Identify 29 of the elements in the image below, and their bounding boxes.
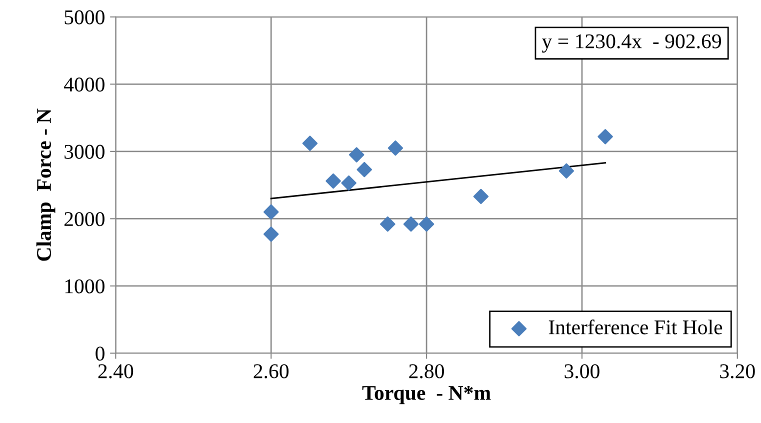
x-tick-label: 2.80 <box>409 364 444 378</box>
point <box>263 226 279 242</box>
point <box>341 175 356 191</box>
y-tick-label: 3000 <box>64 144 104 159</box>
point <box>263 204 279 220</box>
point <box>348 147 364 162</box>
point <box>388 140 404 156</box>
x-axis-title: Torque - N*m <box>362 386 491 404</box>
point <box>403 216 419 232</box>
legend-label: Interference Fit Hole <box>548 320 722 334</box>
y-tick-label: 2000 <box>64 212 104 226</box>
y-tick-label: 4000 <box>64 78 104 92</box>
x-tick-label: 2.40 <box>98 364 134 378</box>
y-tick-label: 5000 <box>64 10 104 24</box>
point <box>326 173 341 189</box>
point <box>598 129 613 144</box>
x-tick-label: 3.00 <box>564 364 600 378</box>
annotation: y = 1230.4x - 902.69 <box>542 34 722 53</box>
y-tick-label: 1000 <box>65 279 104 294</box>
point <box>473 188 489 204</box>
point <box>558 163 574 179</box>
y-tick-label: 0 <box>96 346 104 361</box>
point <box>356 162 372 178</box>
y-axis-title: Clamp Force - N <box>36 108 56 261</box>
point <box>380 216 396 232</box>
point <box>418 216 434 232</box>
x-tick-label: 3.20 <box>720 364 755 378</box>
x-tick-label: 2.60 <box>254 364 289 378</box>
point <box>302 136 318 151</box>
